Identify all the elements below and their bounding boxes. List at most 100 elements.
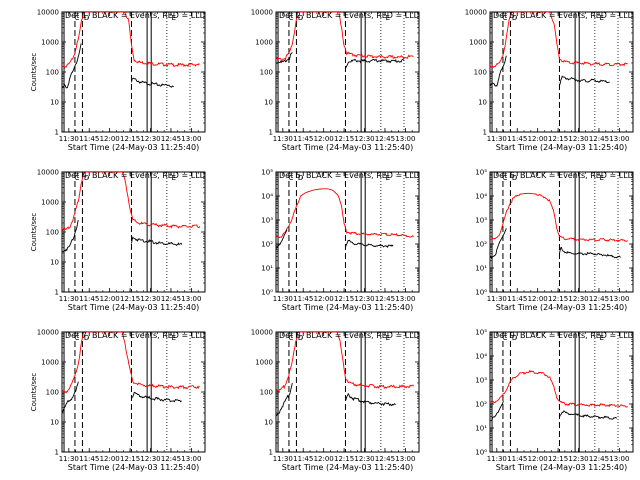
lld-series-line xyxy=(490,370,628,408)
panel-2: 1 10 100 1000 10000 11:30 11:45 12:00 12:15 12:30… xyxy=(251,9,420,153)
top-marker: D xyxy=(84,14,89,22)
x-tick-label: 12:45 xyxy=(161,135,181,143)
x-axis-label: Start Time (24-May-03 11:25:40) xyxy=(496,463,627,472)
x-tick-label: 12:45 xyxy=(375,295,395,303)
x-tick-label: 12:30 xyxy=(140,455,160,463)
x-tick-label: 12:15 xyxy=(334,295,354,303)
events-series-line xyxy=(559,246,621,259)
x-tick-label: 11:30 xyxy=(273,455,293,463)
lld-series-line xyxy=(276,12,414,61)
top-marker: C xyxy=(75,174,80,182)
y-tick-label: 10000 xyxy=(465,9,487,17)
x-tick-label: 11:30 xyxy=(273,295,293,303)
panel-4: 1 10 100 1000 10000 11:30 11:45 12:00 12:15 12:30… xyxy=(30,169,206,313)
plot-area xyxy=(62,332,200,452)
x-tick-label: 12:15 xyxy=(120,295,140,303)
x-tick-label: 11:45 xyxy=(507,455,527,463)
x-tick-label: 12:00 xyxy=(314,135,334,143)
y-tick-label: 10 xyxy=(264,419,273,427)
x-tick-label: 12:15 xyxy=(548,455,568,463)
y-tick-label: 1000 xyxy=(255,359,273,367)
x-tick-label: 12:45 xyxy=(161,455,181,463)
x-tick-label: 11:30 xyxy=(59,455,79,463)
y-tick-label: 1000 xyxy=(469,39,487,47)
x-axis-label: Start Time (24-May-03 11:25:40) xyxy=(282,303,413,312)
top-marker: C xyxy=(503,174,508,182)
y-tick-label: 1000 xyxy=(41,359,59,367)
y-tick-label: 10² xyxy=(475,401,487,409)
events-series-line xyxy=(62,381,79,414)
x-tick-label: 11:30 xyxy=(487,135,507,143)
x-tick-label: 11:45 xyxy=(293,135,313,143)
plot-frame xyxy=(489,171,634,293)
plot-frame xyxy=(61,331,206,453)
x-tick-label: 12:15 xyxy=(548,135,568,143)
top-marker: E xyxy=(171,334,175,342)
events-series-line xyxy=(276,382,293,418)
events-series-line xyxy=(131,236,183,246)
y-tick-label: 10 xyxy=(50,99,59,107)
panel-title: Det 2, BLACK = Events, RED = LLD xyxy=(279,11,420,20)
x-tick-label: 12:00 xyxy=(528,455,548,463)
events-series-line xyxy=(559,410,618,420)
y-tick-label: 10 xyxy=(264,99,273,107)
x-tick-label: 13:00 xyxy=(609,455,629,463)
x-tick-label: 13:00 xyxy=(609,135,629,143)
x-tick-label: 12:00 xyxy=(100,455,120,463)
panel-1: 1 10 100 1000 10000 11:30 11:45 12:00 12:15 12:30… xyxy=(30,9,206,153)
lld-series-line xyxy=(490,12,628,68)
x-tick-label: 12:45 xyxy=(375,455,395,463)
y-tick-label: 10 xyxy=(478,99,487,107)
x-tick-label: 11:30 xyxy=(59,295,79,303)
top-marker: E xyxy=(599,14,603,22)
x-tick-label: 12:00 xyxy=(100,135,120,143)
top-marker: C xyxy=(289,334,294,342)
y-tick-label: 1 xyxy=(483,129,487,137)
x-tick-label: 11:30 xyxy=(59,135,79,143)
x-axis-label: Start Time (24-May-03 11:25:40) xyxy=(496,303,627,312)
plot-area xyxy=(276,172,414,292)
top-marker: D xyxy=(298,14,303,22)
y-tick-label: 10⁵ xyxy=(475,329,487,337)
plot-frame xyxy=(61,171,206,293)
panel-8: 1 10 100 1000 10000 11:30 11:45 12:00 12:15 12:30… xyxy=(251,329,420,473)
plot-area xyxy=(62,12,200,132)
events-series-line xyxy=(345,392,396,407)
top-marker: E xyxy=(171,14,175,22)
x-tick-label: 12:00 xyxy=(528,135,548,143)
y-tick-label: 10 xyxy=(50,419,59,427)
top-marker: D xyxy=(84,334,89,342)
top-marker: D xyxy=(298,334,303,342)
plot-area xyxy=(276,12,414,132)
top-marker: C xyxy=(503,334,508,342)
plot-area xyxy=(490,332,628,452)
x-axis-label: Start Time (24-May-03 11:25:40) xyxy=(68,303,199,312)
y-tick-label: 100 xyxy=(474,69,487,77)
y-tick-label: 10³ xyxy=(475,217,487,225)
top-marker: E xyxy=(385,174,389,182)
plot-frame xyxy=(275,331,420,453)
x-tick-label: 12:15 xyxy=(334,455,354,463)
top-marker: E xyxy=(385,14,389,22)
top-marker: D xyxy=(512,334,517,342)
x-tick-label: 11:45 xyxy=(79,455,99,463)
x-axis-label: Start Time (24-May-03 11:25:40) xyxy=(68,143,199,152)
x-tick-label: 13:00 xyxy=(395,295,415,303)
x-tick-label: 11:45 xyxy=(507,295,527,303)
plot-area xyxy=(276,332,414,452)
x-tick-label: 12:00 xyxy=(100,295,120,303)
x-axis-label: Start Time (24-May-03 11:25:40) xyxy=(68,463,199,472)
y-tick-label: 10⁵ xyxy=(475,169,487,177)
x-axis-label: Start Time (24-May-03 11:25:40) xyxy=(282,463,413,472)
y-tick-label: 100 xyxy=(46,69,59,77)
y-tick-label: 1000 xyxy=(255,39,273,47)
events-series-line xyxy=(490,401,504,422)
x-tick-label: 12:45 xyxy=(589,455,609,463)
y-tick-label: 10⁴ xyxy=(475,193,487,201)
plot-area xyxy=(62,172,201,292)
y-tick-label: 100 xyxy=(260,69,273,77)
top-marker: D xyxy=(298,174,303,182)
events-series-line xyxy=(490,55,507,88)
